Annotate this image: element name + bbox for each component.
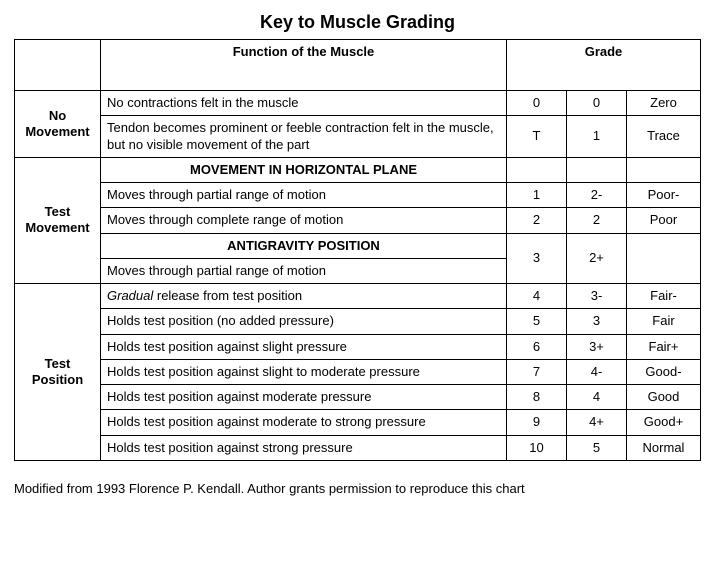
category-no-movement: No Movement (15, 91, 101, 158)
cell-grade: 10 (507, 435, 567, 460)
cell-function: Holds test position against slight to mo… (101, 359, 507, 384)
cell-grade: 8 (507, 385, 567, 410)
cell-grade (567, 157, 627, 182)
cell-grade: 0 (507, 91, 567, 116)
cell-grade: 2- (567, 183, 627, 208)
table-row: Moves through partial range of motion 1 … (15, 183, 701, 208)
cell-grade: 5 (567, 435, 627, 460)
page-title: Key to Muscle Grading (14, 12, 701, 33)
cell-grade: Trace (627, 116, 701, 158)
cell-grade: Normal (627, 435, 701, 460)
header-blank (15, 40, 101, 91)
cell-function: Moves through complete range of motion (101, 208, 507, 233)
table-header-row: Function of the Muscle Grade (15, 40, 701, 91)
table-row: Test Movement MOVEMENT IN HORIZONTAL PLA… (15, 157, 701, 182)
cell-grade: 4 (507, 284, 567, 309)
cell-grade (627, 233, 701, 284)
cell-function: Holds test position against strong press… (101, 435, 507, 460)
cell-function: No contractions felt in the muscle (101, 91, 507, 116)
cell-grade (507, 157, 567, 182)
cell-grade: 7 (507, 359, 567, 384)
cell-function: Gradual release from test position (101, 284, 507, 309)
footnote: Modified from 1993 Florence P. Kendall. … (14, 481, 701, 496)
cell-grade: Fair- (627, 284, 701, 309)
cell-grade: 1 (567, 116, 627, 158)
cell-grade: 4- (567, 359, 627, 384)
muscle-grading-table: Function of the Muscle Grade No Movement… (14, 39, 701, 461)
cell-grade: Fair+ (627, 334, 701, 359)
italic-word: Gradual (107, 288, 153, 303)
cell-grade: 2 (567, 208, 627, 233)
cell-grade: 3 (507, 233, 567, 284)
cell-grade: 4+ (567, 410, 627, 435)
cell-function: Holds test position against slight press… (101, 334, 507, 359)
cell-grade: Fair (627, 309, 701, 334)
cell-grade (627, 157, 701, 182)
category-test-position: Test Position (15, 284, 101, 461)
header-function: Function of the Muscle (101, 40, 507, 91)
cell-grade: 3- (567, 284, 627, 309)
cell-grade: Zero (627, 91, 701, 116)
cell-grade: Good (627, 385, 701, 410)
table-row: Holds test position against moderate to … (15, 410, 701, 435)
cell-function: Moves through partial range of motion (101, 258, 507, 283)
func-rest: release from test position (153, 288, 302, 303)
cell-grade: Poor (627, 208, 701, 233)
table-row: Holds test position against strong press… (15, 435, 701, 460)
cell-grade: 1 (507, 183, 567, 208)
table-row: Test Position Gradual release from test … (15, 284, 701, 309)
cell-function: Holds test position against moderate to … (101, 410, 507, 435)
cell-function: Moves through partial range of motion (101, 183, 507, 208)
cell-grade: 3+ (567, 334, 627, 359)
cell-grade: 0 (567, 91, 627, 116)
cell-grade: Good- (627, 359, 701, 384)
table-row: Holds test position (no added pressure) … (15, 309, 701, 334)
cell-grade: 9 (507, 410, 567, 435)
table-row: Tendon becomes prominent or feeble contr… (15, 116, 701, 158)
cell-function: Holds test position against moderate pre… (101, 385, 507, 410)
cell-grade: Poor- (627, 183, 701, 208)
category-test-movement: Test Movement (15, 157, 101, 283)
section-antigravity: ANTIGRAVITY POSITION (101, 233, 507, 258)
cell-grade: 2+ (567, 233, 627, 284)
table-row: ANTIGRAVITY POSITION 3 2+ (15, 233, 701, 258)
cell-grade: 2 (507, 208, 567, 233)
cell-grade: T (507, 116, 567, 158)
cell-grade: 3 (567, 309, 627, 334)
table-row: Holds test position against slight to mo… (15, 359, 701, 384)
table-row: Holds test position against slight press… (15, 334, 701, 359)
cell-grade: 5 (507, 309, 567, 334)
section-movement-horizontal: MOVEMENT IN HORIZONTAL PLANE (101, 157, 507, 182)
table-row: Moves through complete range of motion 2… (15, 208, 701, 233)
cell-function: Tendon becomes prominent or feeble contr… (101, 116, 507, 158)
table-row: No Movement No contractions felt in the … (15, 91, 701, 116)
cell-function: Holds test position (no added pressure) (101, 309, 507, 334)
cell-grade: 4 (567, 385, 627, 410)
cell-grade: Good+ (627, 410, 701, 435)
cell-grade: 6 (507, 334, 567, 359)
table-row: Holds test position against moderate pre… (15, 385, 701, 410)
header-grade: Grade (507, 40, 701, 91)
